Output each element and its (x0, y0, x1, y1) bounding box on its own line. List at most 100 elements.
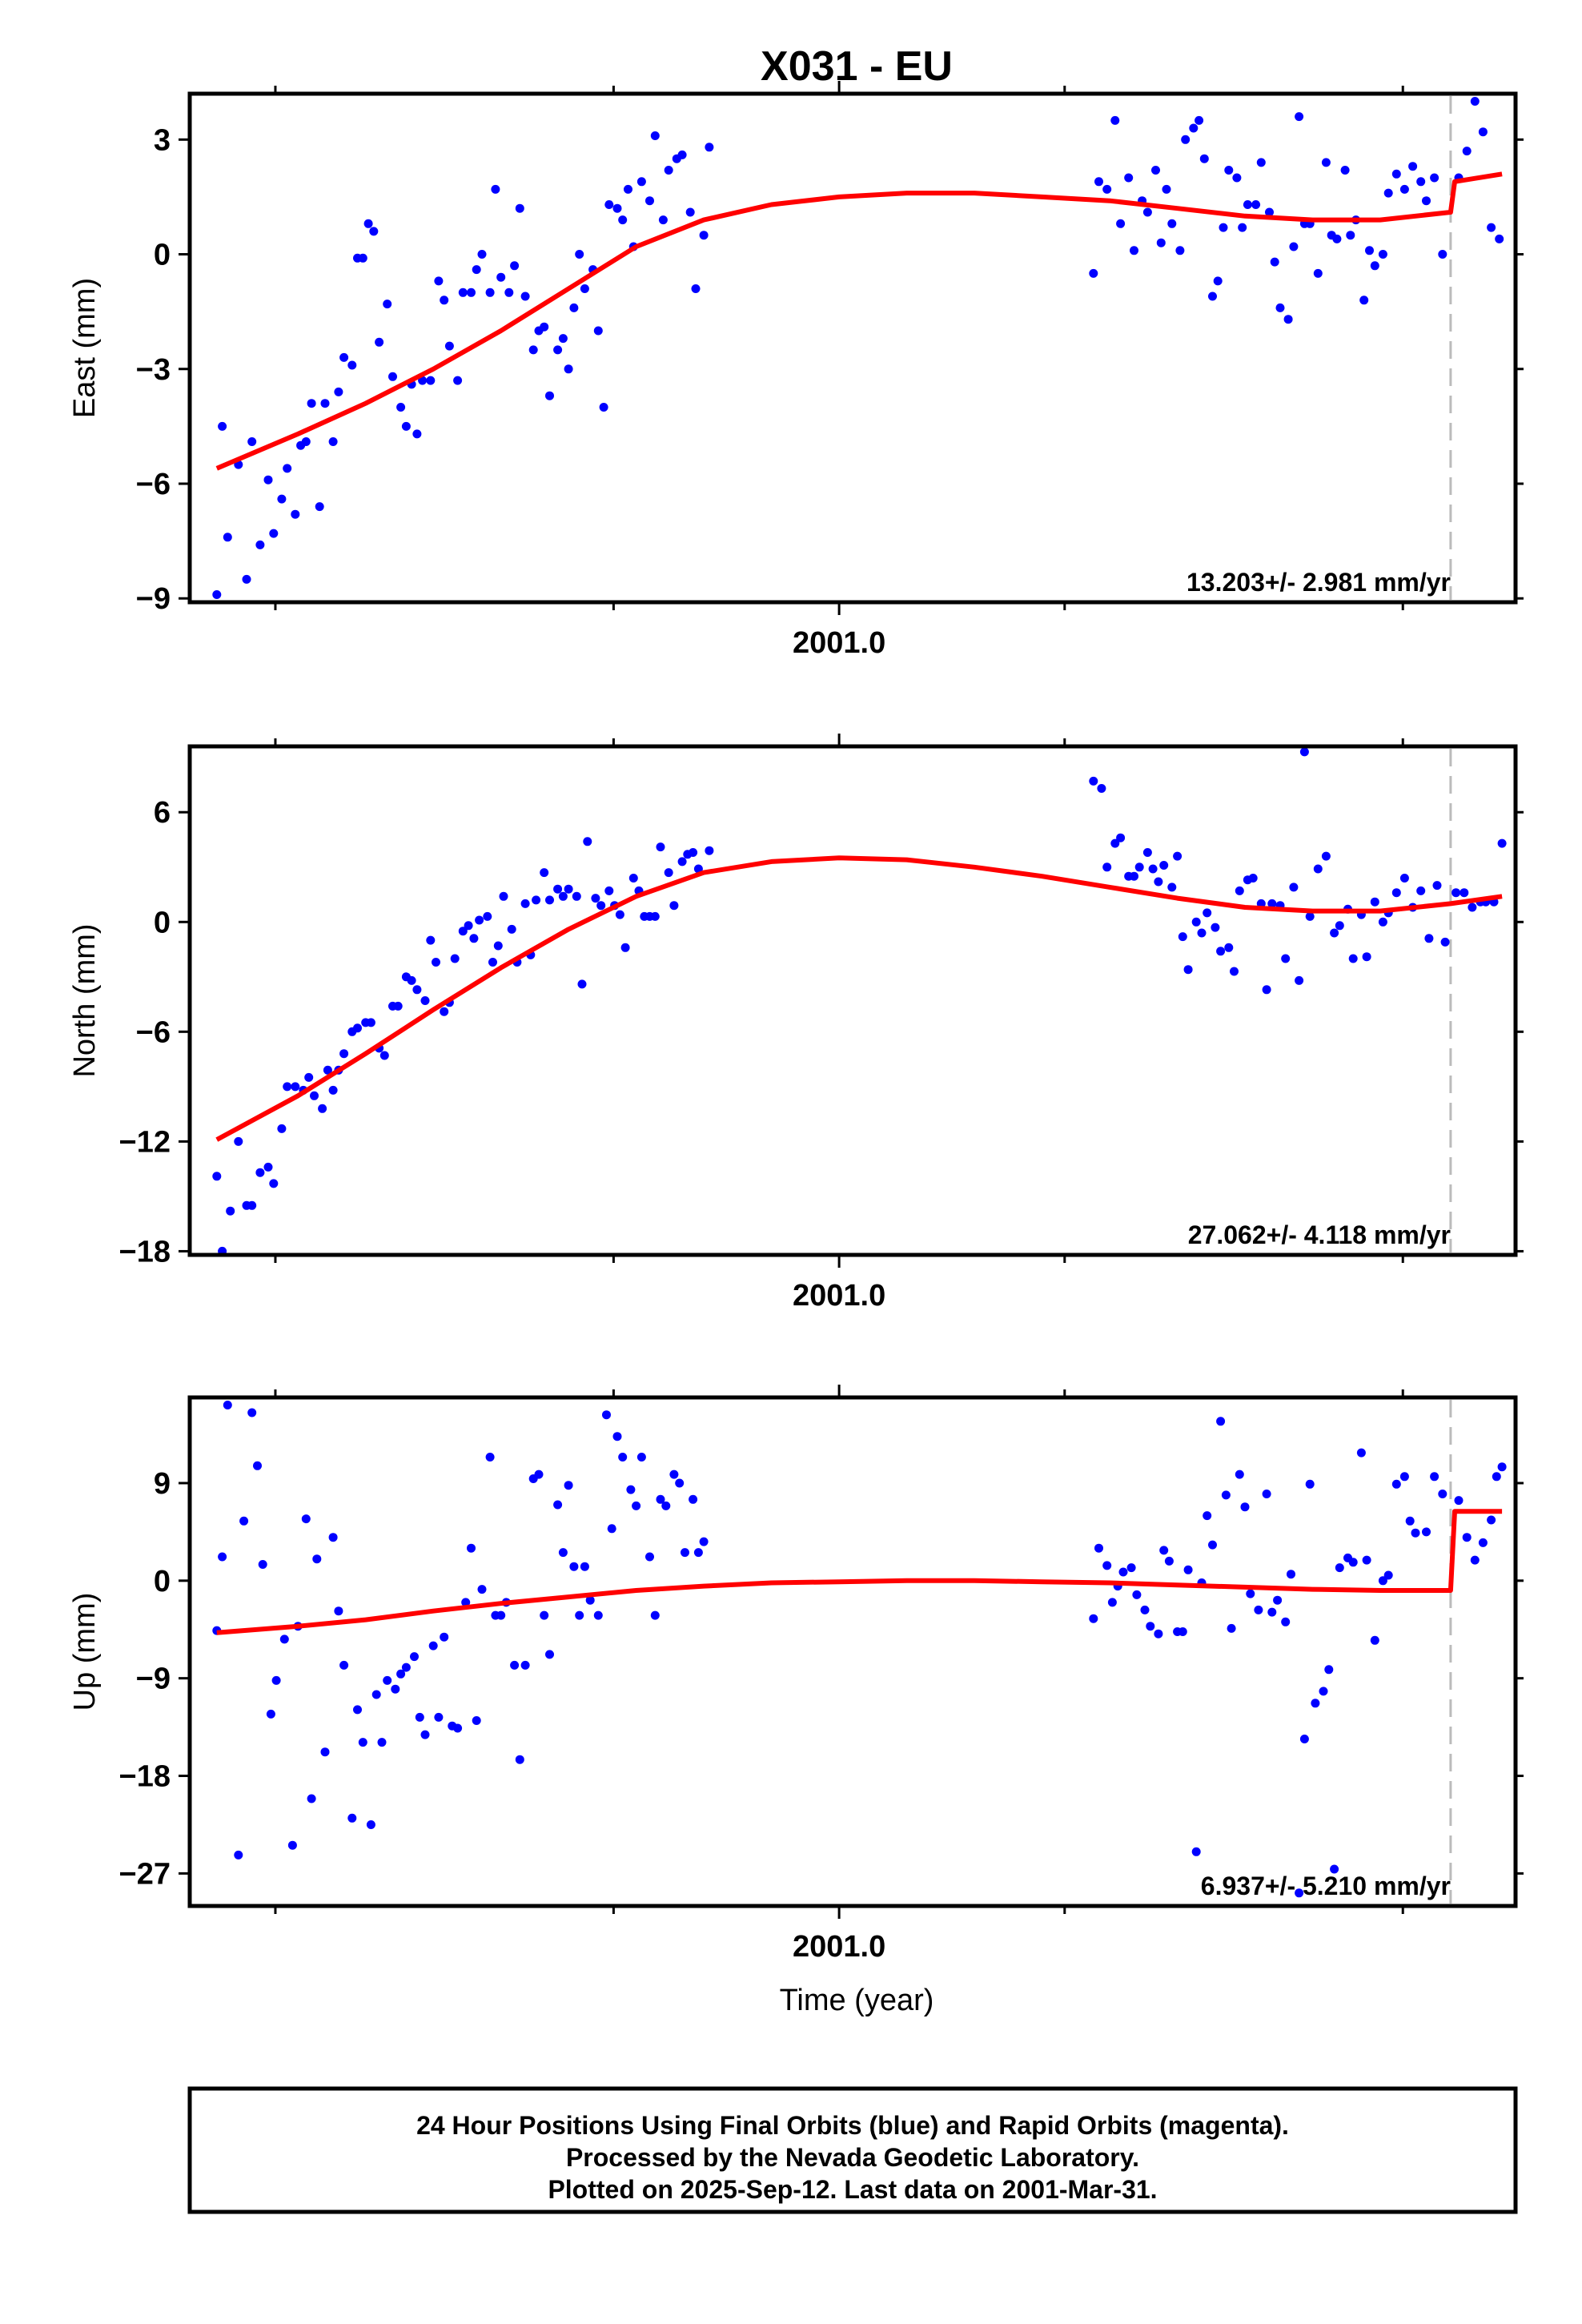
data-point (328, 437, 338, 446)
data-point (1422, 196, 1431, 206)
data-point (434, 1712, 444, 1722)
data-point (1346, 231, 1355, 240)
data-point (1216, 947, 1226, 956)
data-point (558, 334, 568, 344)
data-point (569, 303, 579, 312)
data-point (618, 1453, 628, 1462)
data-point (1370, 1635, 1379, 1645)
data-point (599, 403, 608, 412)
data-point (572, 891, 581, 901)
data-point (532, 895, 541, 905)
data-point (624, 184, 632, 194)
y-axis-label: Up (mm) (68, 1593, 102, 1711)
data-point (650, 911, 660, 921)
data-point (1262, 985, 1271, 995)
data-points (212, 747, 1507, 1256)
data-point (1438, 250, 1447, 259)
data-point (426, 935, 436, 945)
data-point (320, 1747, 330, 1757)
data-point (1287, 1570, 1295, 1579)
data-point (393, 1001, 403, 1011)
data-point (263, 475, 273, 485)
data-point (1089, 1614, 1098, 1623)
data-point (369, 227, 379, 236)
data-point (1262, 1490, 1271, 1498)
data-point (1438, 1490, 1447, 1498)
data-point (1089, 776, 1098, 786)
data-point (1383, 1570, 1393, 1580)
data-point (1330, 1864, 1339, 1874)
data-point (658, 215, 668, 225)
x-tick-label: 2001.0 (793, 626, 885, 660)
data-point (596, 901, 606, 911)
data-point (358, 1738, 367, 1747)
data-point (1164, 1556, 1174, 1566)
data-point (444, 341, 454, 351)
data-point (1243, 200, 1252, 209)
data-point (1497, 838, 1507, 848)
y-tick-label: −6 (136, 468, 171, 501)
y-tick-label: −12 (119, 1125, 171, 1159)
data-point (1270, 257, 1279, 267)
data-point (1378, 250, 1387, 259)
data-point (656, 1494, 665, 1504)
data-point (645, 196, 654, 206)
data-point (553, 345, 563, 355)
data-point (1424, 934, 1434, 943)
data-point (1162, 184, 1171, 194)
data-point (1173, 851, 1182, 861)
data-point (1454, 1496, 1464, 1506)
data-point (287, 1840, 297, 1850)
data-point (1102, 184, 1112, 194)
data-point (412, 985, 422, 995)
data-point (1416, 886, 1426, 895)
data-point (1283, 315, 1293, 324)
data-point (410, 1652, 419, 1662)
data-point (1230, 967, 1239, 976)
data-point (1478, 1538, 1488, 1547)
y-tick-label: −18 (119, 1760, 171, 1794)
data-point (464, 921, 473, 931)
data-point (515, 203, 524, 213)
data-point (401, 1663, 411, 1672)
data-point (1142, 848, 1152, 857)
data-points (212, 1401, 1507, 1898)
data-point (1319, 1687, 1328, 1696)
data-point (1094, 1543, 1103, 1553)
data-point (1478, 127, 1488, 137)
data-point (377, 1738, 387, 1747)
data-point (496, 272, 506, 282)
data-point (628, 874, 638, 883)
data-point (1378, 917, 1387, 927)
data-point (469, 934, 479, 943)
data-point (450, 954, 460, 963)
x-axis-label: Time (year) (780, 1984, 934, 2017)
model-line (216, 1509, 1503, 1635)
data-point (291, 509, 300, 519)
data-point (467, 287, 476, 297)
data-point (1148, 864, 1158, 874)
data-point (564, 1481, 573, 1490)
data-point (483, 911, 492, 921)
data-point (1246, 1589, 1255, 1598)
data-point (1495, 234, 1504, 243)
data-point (636, 1453, 646, 1462)
data-point (1154, 1629, 1163, 1638)
data-point (636, 177, 646, 187)
data-point (1251, 200, 1261, 209)
data-point (515, 1755, 524, 1764)
data-point (1267, 899, 1277, 908)
data-point (669, 901, 679, 911)
data-point (366, 1820, 375, 1829)
data-point (575, 1610, 584, 1620)
data-point (593, 326, 603, 336)
data-point (1430, 173, 1439, 183)
data-point (1440, 937, 1450, 947)
data-point (212, 590, 222, 599)
data-point (218, 1552, 227, 1562)
data-point (242, 574, 251, 584)
data-point (467, 1543, 476, 1553)
data-point (328, 1085, 338, 1095)
data-point (1348, 1558, 1358, 1567)
data-point (239, 1516, 249, 1526)
